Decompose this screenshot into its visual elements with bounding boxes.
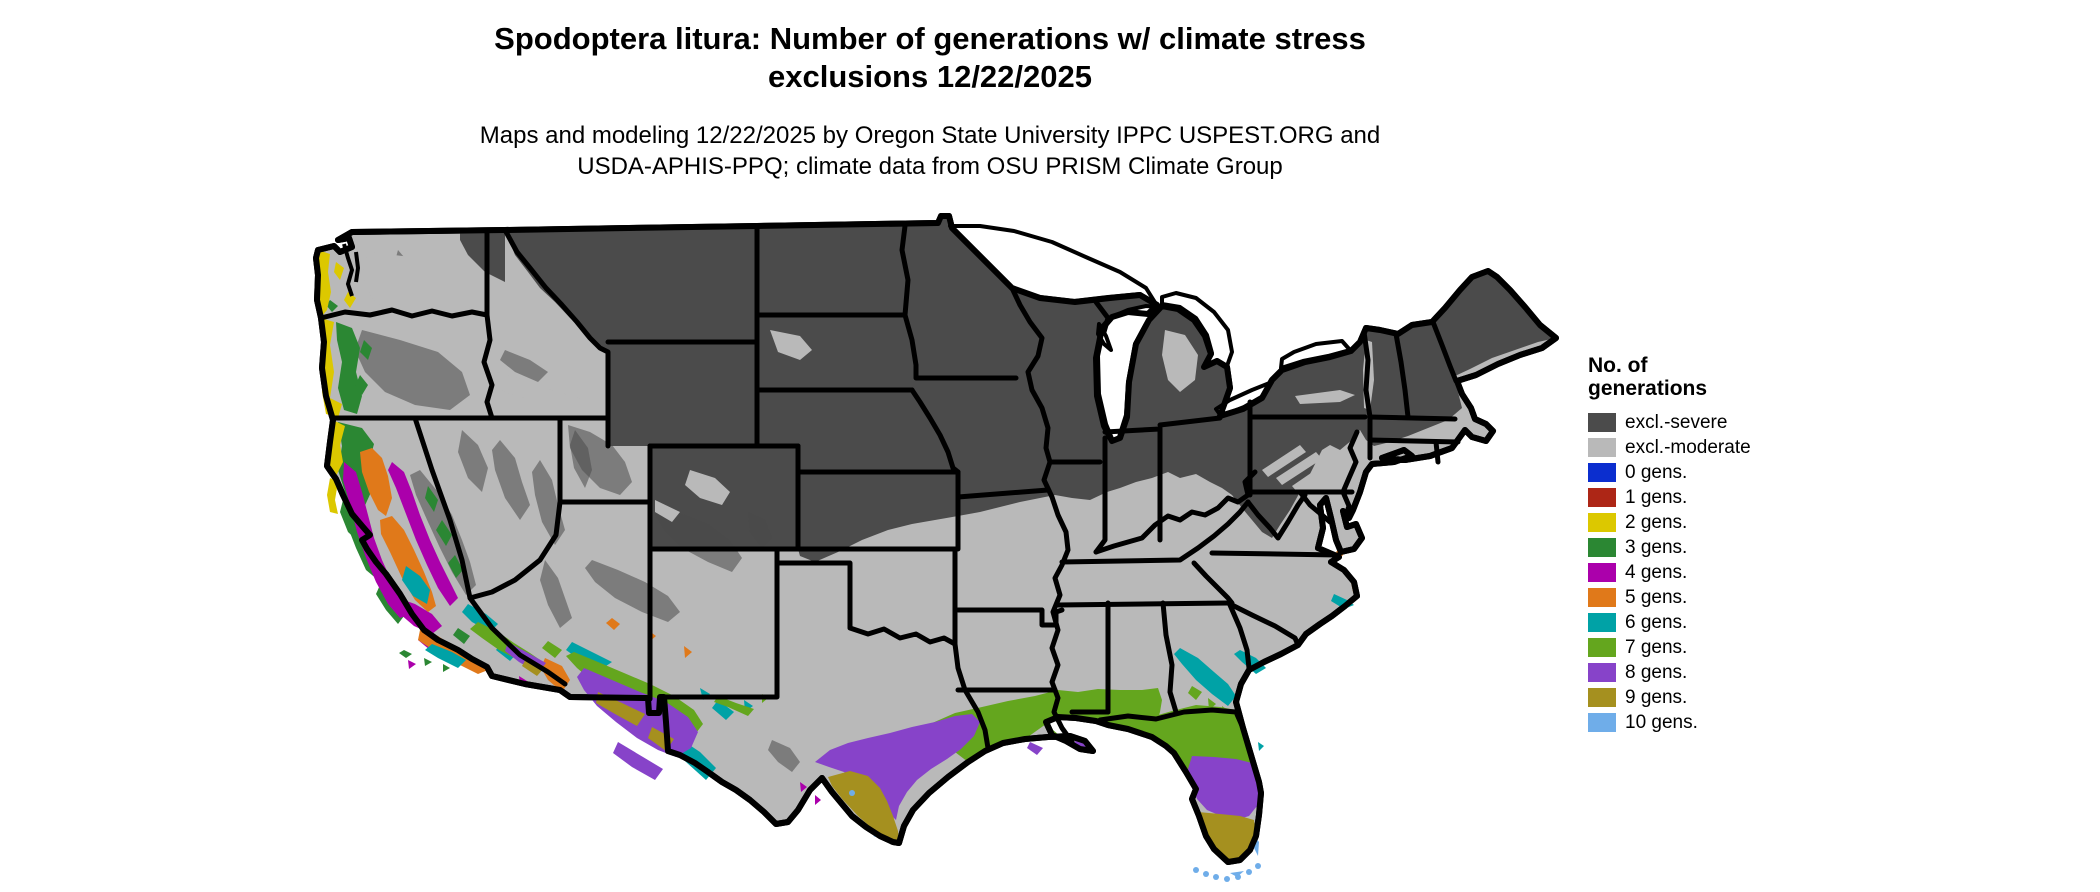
legend-swatch [1588, 488, 1616, 507]
legend-title-line-1: No. of [1588, 354, 1648, 377]
legend-item: 9 gens. [1588, 685, 1808, 710]
legend: No. of generations excl.-severe excl.-mod… [1588, 354, 1808, 735]
legend-item: 3 gens. [1588, 535, 1808, 560]
legend-label: 10 gens. [1625, 711, 1698, 733]
map-layer-moderate-patches [362, 252, 1374, 522]
legend-swatch [1588, 638, 1616, 657]
legend-label: excl.-severe [1625, 411, 1728, 433]
title-line-1: Spodoptera litura: Number of generations… [494, 21, 1366, 56]
legend-label: excl.-moderate [1625, 436, 1751, 458]
legend-label: 5 gens. [1625, 586, 1688, 608]
legend-swatch [1588, 438, 1616, 457]
legend-title: No. of generations [1588, 354, 1808, 400]
legend-swatch [1588, 663, 1616, 682]
legend-swatch [1588, 513, 1616, 532]
legend-item: 0 gens. [1588, 460, 1808, 485]
legend-label: 2 gens. [1625, 511, 1688, 533]
legend-label: 6 gens. [1625, 611, 1688, 633]
legend-title-line-2: generations [1588, 377, 1708, 400]
map-layer-state-borders [318, 223, 1461, 751]
legend-swatch [1588, 613, 1616, 632]
legend-item: excl.-severe [1588, 410, 1808, 435]
legend-label: 4 gens. [1625, 561, 1688, 583]
page-title: Spodoptera litura: Number of generations… [0, 20, 1860, 96]
legend-swatch [1588, 538, 1616, 557]
legend-swatch [1588, 563, 1616, 582]
legend-item: 10 gens. [1588, 710, 1808, 735]
legend-swatch [1588, 588, 1616, 607]
legend-label: 7 gens. [1625, 636, 1688, 658]
map-layer-coastline [313, 213, 1559, 865]
legend-item: excl.-moderate [1588, 435, 1808, 460]
legend-item: 1 gens. [1588, 485, 1808, 510]
legend-label: 8 gens. [1625, 661, 1688, 683]
legend-items: excl.-severe excl.-moderate 0 gens. 1 gens.… [1588, 410, 1808, 735]
puget-sound-detail [342, 243, 361, 297]
legend-swatch [1588, 688, 1616, 707]
legend-label: 3 gens. [1625, 536, 1688, 558]
legend-label: 0 gens. [1625, 461, 1688, 483]
legend-swatch [1588, 713, 1616, 732]
title-line-2: exclusions 12/22/2025 [767, 59, 1092, 94]
legend-swatch [1588, 463, 1616, 482]
legend-item: 6 gens. [1588, 610, 1808, 635]
legend-item: 2 gens. [1588, 510, 1808, 535]
legend-item: 5 gens. [1588, 585, 1808, 610]
subtitle-line-1: Maps and modeling 12/22/2025 by Oregon S… [479, 122, 1381, 149]
subtitle-line-2: USDA-APHIS-PPQ; climate data from OSU PR… [577, 153, 1283, 180]
legend-item: 4 gens. [1588, 560, 1808, 585]
legend-item: 8 gens. [1588, 660, 1808, 685]
page-subtitle: Maps and modeling 12/22/2025 by Oregon S… [0, 120, 1860, 182]
legend-swatch [1588, 413, 1616, 432]
legend-item: 7 gens. [1588, 635, 1808, 660]
legend-label: 1 gens. [1625, 486, 1688, 508]
legend-label: 9 gens. [1625, 686, 1688, 708]
